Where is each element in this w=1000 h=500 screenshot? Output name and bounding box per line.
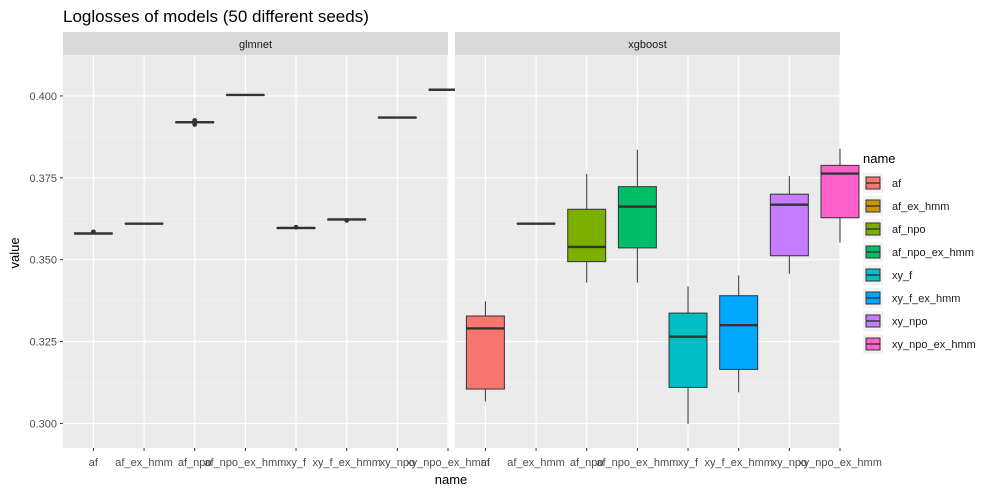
legend-item-af: af — [863, 173, 902, 193]
legend-label: xy_f_ex_hmm — [892, 293, 960, 305]
outlier-point — [294, 225, 299, 230]
facet-strip-label: glmnet — [239, 39, 272, 51]
x-tick-label: xy_npo_ex_hmm — [406, 457, 490, 469]
x-tick-label: af_ex_hmm — [507, 457, 564, 469]
box-af — [466, 301, 504, 401]
x-tick-label: af_ex_hmm — [115, 457, 172, 469]
legend-item-xy_npo: xy_npo — [863, 311, 927, 331]
legend: af af_ex_hmm af_npo af_npo_ex_hmm xy_f xy_f_e… — [863, 173, 976, 354]
box-xy_npo — [378, 117, 416, 118]
chart-title: Loglosses of models (50 different seeds) — [63, 7, 369, 26]
x-tick-label: af_npo_ex_hmm — [204, 457, 286, 469]
box-body — [568, 209, 606, 261]
x-axis-label: name — [435, 472, 468, 487]
y-tick-label: 0.375 — [29, 173, 57, 185]
box-body — [669, 313, 707, 387]
outlier-point — [192, 118, 197, 123]
x-tick-label: af — [481, 457, 491, 469]
box-body — [720, 296, 758, 370]
legend-label: xy_f — [892, 270, 913, 282]
x-tick-label: xy_npo_ex_hmm — [798, 457, 882, 469]
y-tick-label: 0.325 — [29, 337, 57, 349]
legend-item-xy_f_ex_hmm: xy_f_ex_hmm — [863, 288, 960, 308]
box-body — [466, 316, 504, 389]
legend-label: af_npo_ex_hmm — [892, 247, 974, 259]
y-axis-ticks: 0.300 0.325 0.350 0.375 0.400 — [29, 91, 63, 431]
legend-item-af_ex_hmm: af_ex_hmm — [863, 196, 949, 216]
legend-label: af_ex_hmm — [892, 201, 949, 213]
legend-item-xy_f: xy_f — [863, 265, 913, 285]
legend-label: xy_npo — [892, 316, 927, 328]
y-tick-label: 0.400 — [29, 91, 57, 103]
x-tick-label: af — [89, 457, 99, 469]
legend-label: af_npo — [892, 224, 926, 236]
box-body — [770, 194, 808, 256]
outlier-point — [344, 218, 349, 223]
legend-title: name — [863, 151, 896, 166]
legend-label: af — [892, 178, 902, 190]
legend-item-af_npo_ex_hmm: af_npo_ex_hmm — [863, 242, 974, 262]
x-tick-label: xy_f — [678, 457, 699, 469]
legend-item-af_npo: af_npo — [863, 219, 926, 239]
outlier-point — [91, 229, 96, 234]
legend-item-xy_npo_ex_hmm: xy_npo_ex_hmm — [863, 334, 976, 354]
x-tick-label: af_npo_ex_hmm — [596, 457, 678, 469]
x-tick-label: xy_f — [286, 457, 307, 469]
legend-label: xy_npo_ex_hmm — [892, 339, 976, 351]
panel-background — [63, 55, 448, 448]
y-axis-label: value — [7, 237, 22, 268]
box-body — [618, 187, 656, 248]
y-tick-label: 0.300 — [29, 418, 57, 430]
y-tick-label: 0.350 — [29, 255, 57, 267]
x-tick-label: xy_f_ex_hmm — [704, 457, 772, 469]
x-tick-label: xy_f_ex_hmm — [312, 457, 380, 469]
facet-strip-label: xgboost — [628, 39, 667, 51]
